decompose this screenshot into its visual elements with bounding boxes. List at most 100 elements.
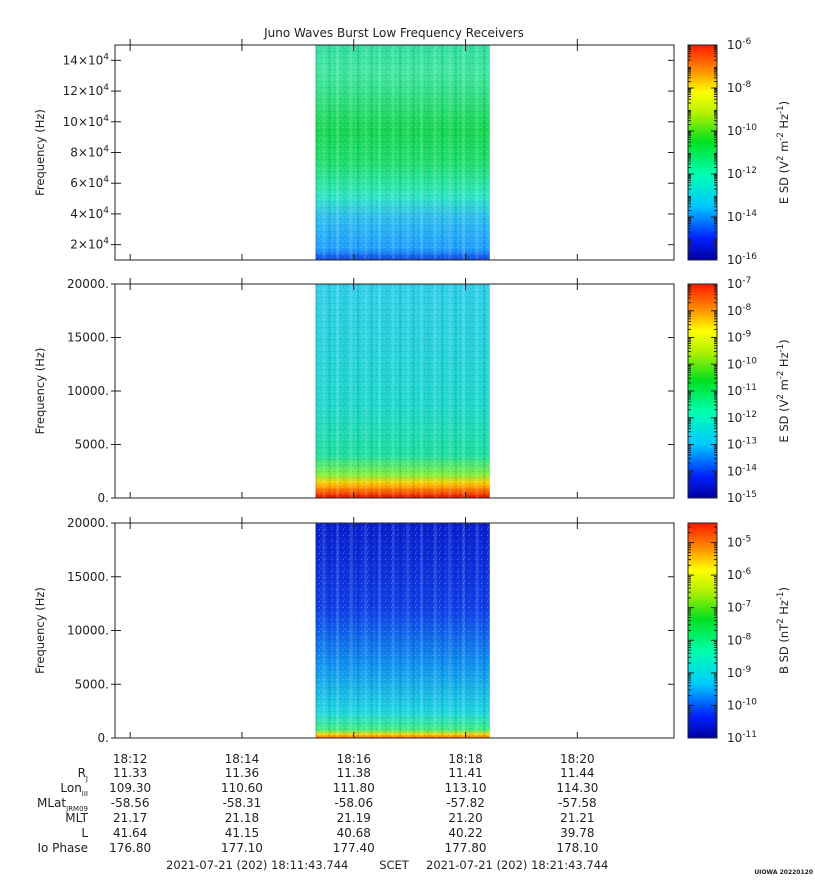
- colorbar-tick-label: 10-12: [727, 410, 757, 425]
- ephemeris-label: Io Phase: [37, 841, 88, 855]
- spectrogram-panel-2: 0. 5000. 10000. 15000. 20000. Frequency (Hz) 1…: [33, 276, 791, 505]
- ephemeris-value: 109.30: [109, 781, 151, 795]
- ephemeris-value: 11.38: [337, 766, 371, 780]
- ephemeris-value: -58.31: [223, 796, 262, 810]
- ephemeris-label: MLatJRM09: [37, 796, 88, 813]
- colorbar-tick-label: 10-12: [727, 166, 757, 181]
- x-tick-label: 18:12: [113, 752, 148, 766]
- spectrogram-panel-3: 0. 5000. 10000. 15000. 20000. Frequency (Hz) 1…: [33, 516, 791, 745]
- y-tick-label: 20000.: [67, 277, 109, 291]
- spectrogram-panel-1: 2×104 4×104 6×104 8×104 10×104 12×104 14×104 Fr…: [33, 37, 791, 267]
- colorbar-tick-label: 10-6: [727, 37, 752, 52]
- footer-credit: UIOWA 20220120: [754, 869, 813, 876]
- colorbar: [687, 44, 718, 261]
- figure-title: Juno Waves Burst Low Frequency Receivers: [263, 26, 524, 40]
- ephemeris-value: 177.80: [445, 841, 487, 855]
- ephemeris-value: 41.64: [113, 826, 147, 840]
- colorbar-tick-label: 10-13: [727, 437, 757, 452]
- ephemeris-value: -57.58: [558, 796, 597, 810]
- ephemeris-value: 11.41: [448, 766, 482, 780]
- ephemeris-value: 113.10: [445, 781, 487, 795]
- colorbar-tick-label: 10-9: [727, 665, 752, 680]
- ephemeris-value: 177.40: [333, 841, 375, 855]
- ephemeris-value: 21.20: [448, 811, 482, 825]
- colorbar-tick-label: 10-5: [727, 535, 751, 550]
- colorbar-tick-label: 10-16: [727, 252, 757, 267]
- colorbar-tick-label: 10-15: [727, 490, 757, 505]
- ephemeris-label: MLT: [65, 811, 88, 825]
- ephemeris-value: 21.17: [113, 811, 147, 825]
- footer-end-time: 2021-07-21 (202) 18:21:43.744: [426, 858, 608, 872]
- ephemeris-value: 176.80: [109, 841, 151, 855]
- y-tick-label: 12×104: [63, 83, 110, 98]
- y-tick-label: 20000.: [67, 516, 109, 530]
- colorbar-label: E SD (V2 m-2 Hz-1): [776, 101, 791, 204]
- colorbar-tick-label: 10-6: [727, 567, 752, 582]
- ephemeris-value: 111.80: [333, 781, 375, 795]
- colorbar-tick-label: 10-10: [727, 697, 757, 712]
- y-tick-label: 15000.: [67, 570, 109, 584]
- ephemeris-label: L: [81, 826, 88, 840]
- x-tick-label: 18:18: [448, 752, 483, 766]
- ephemeris-value: 21.19: [337, 811, 371, 825]
- y-tick-label: 5000.: [75, 677, 109, 691]
- colorbar-tick-label: 10-10: [727, 123, 757, 138]
- ephemeris-value: -58.06: [334, 796, 373, 810]
- y-tick-label: 2×104: [70, 237, 109, 252]
- x-tick-label: 18:14: [225, 752, 260, 766]
- colorbar-tick-label: 10-10: [727, 356, 757, 371]
- colorbar-tick-label: 10-8: [727, 303, 752, 318]
- y-axis-label: Frequency (Hz): [33, 109, 47, 196]
- colorbar-tick-label: 10-9: [727, 330, 752, 345]
- ephemeris-value: 177.10: [221, 841, 263, 855]
- y-tick-label: 5000.: [75, 438, 109, 452]
- ephemeris-value: 11.44: [560, 766, 594, 780]
- spectrogram-noise: [315, 523, 490, 738]
- footer-start-time: 2021-07-21 (202) 18:11:43.744: [166, 858, 348, 872]
- ephemeris-value: 41.15: [225, 826, 259, 840]
- y-tick-label: 4×104: [70, 206, 109, 221]
- spectrogram-noise: [315, 45, 490, 260]
- ephemeris-label: RJ: [78, 766, 88, 783]
- colorbar-tick-label: 10-8: [727, 80, 752, 95]
- y-tick-label: 6×104: [70, 175, 109, 190]
- y-tick-label: 0.: [98, 731, 109, 745]
- spectrogram-noise: [315, 284, 490, 498]
- y-tick-label: 8×104: [70, 145, 109, 160]
- colorbar-tick-label: 10-14: [727, 463, 757, 478]
- ephemeris-value: -58.56: [111, 796, 150, 810]
- x-tick-label: 18:16: [336, 752, 371, 766]
- y-tick-label: 10×104: [63, 114, 110, 129]
- ephemeris-value: 40.22: [448, 826, 482, 840]
- y-tick-label: 10000.: [67, 624, 109, 638]
- x-tick-label: 18:20: [560, 752, 595, 766]
- colorbar: [687, 522, 718, 739]
- ephemeris-value: 21.21: [560, 811, 594, 825]
- colorbar-label: B SD (nT2 Hz-1): [776, 587, 791, 674]
- colorbar-tick-label: 10-11: [727, 383, 757, 398]
- ephemeris-label: LonIII: [60, 781, 88, 798]
- colorbar-tick-label: 10-7: [727, 600, 751, 615]
- footer-scet-label: SCET: [379, 858, 410, 872]
- ephemeris-value: 40.68: [337, 826, 371, 840]
- colorbar-tick-label: 10-8: [727, 632, 752, 647]
- y-tick-label: 10000.: [67, 384, 109, 398]
- y-axis-label: Frequency (Hz): [33, 348, 47, 435]
- ephemeris-value: -57.82: [446, 796, 485, 810]
- ephemeris-value: 114.30: [556, 781, 598, 795]
- ephemeris-value: 11.36: [225, 766, 259, 780]
- y-tick-label: 15000.: [67, 331, 109, 345]
- y-tick-label: 0.: [98, 491, 109, 505]
- colorbar-tick-label: 10-14: [727, 209, 757, 224]
- y-tick-label: 14×104: [63, 52, 110, 67]
- ephemeris-value: 21.18: [225, 811, 259, 825]
- colorbar-tick-label: 10-11: [727, 730, 757, 745]
- ephemeris-value: 11.33: [113, 766, 147, 780]
- ephemeris-table: 18:12 18:14 18:16 18:18 18:20 RJ 11.33 11.36 11.…: [37, 752, 598, 855]
- y-axis-label: Frequency (Hz): [33, 587, 47, 674]
- ephemeris-value: 178.10: [556, 841, 598, 855]
- colorbar-tick-label: 10-7: [727, 276, 751, 291]
- ephemeris-value: 110.60: [221, 781, 263, 795]
- ephemeris-value: 39.78: [560, 826, 594, 840]
